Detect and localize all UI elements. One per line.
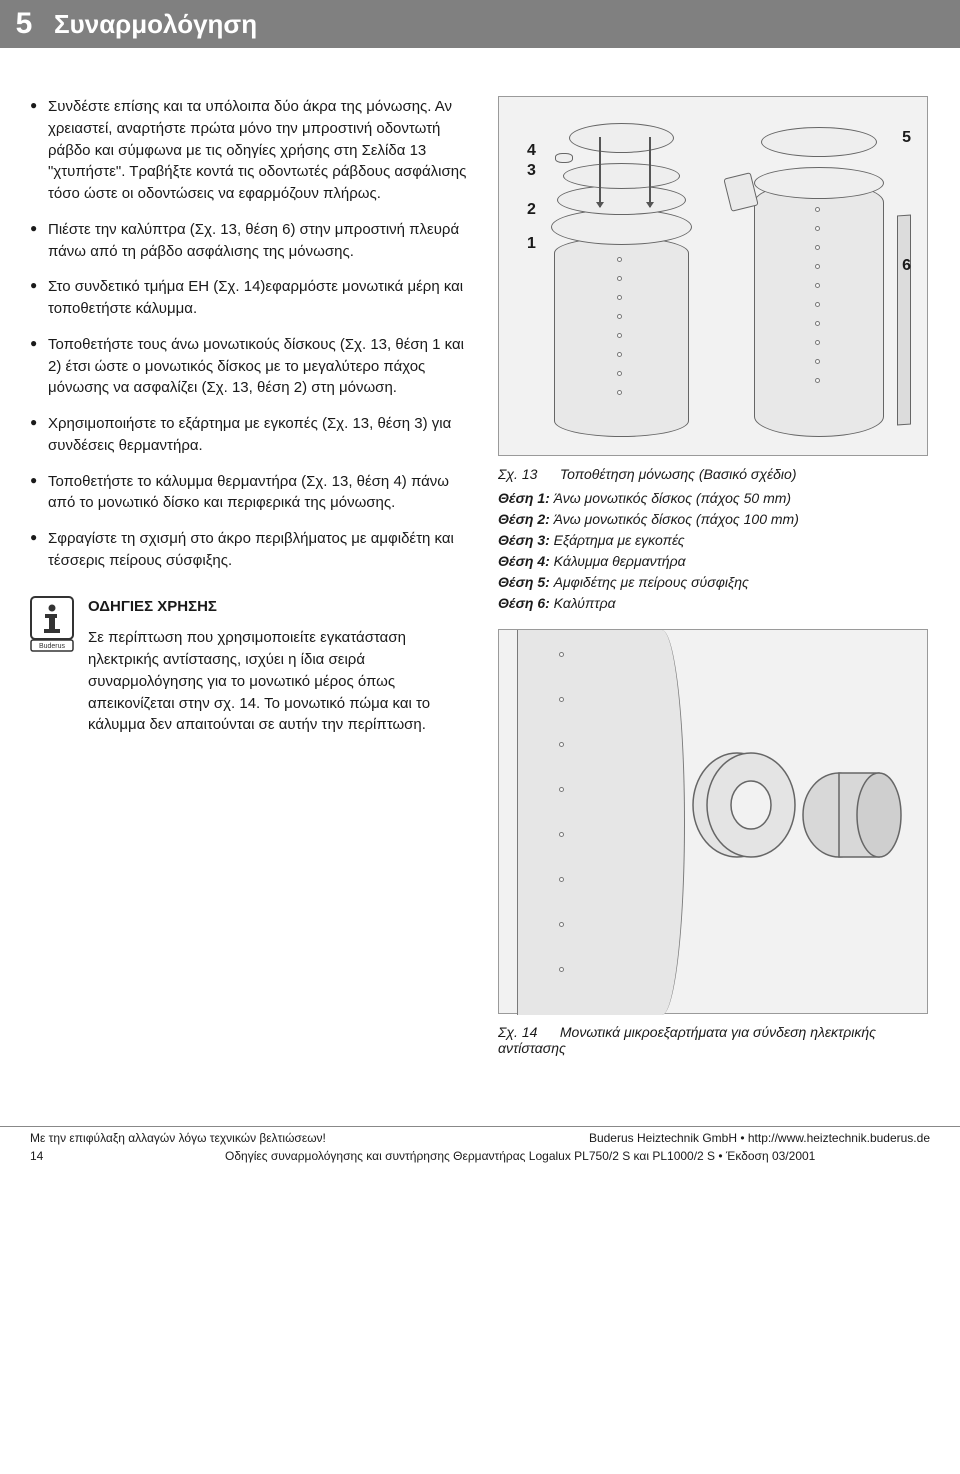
- callout-3: 3: [527, 162, 536, 180]
- page-footer: Με την επιφύλαξη αλλαγών λόγω τεχνικών β…: [0, 1126, 960, 1175]
- instruction-item: Χρησιμοποιήστε το εξάρτημα με εγκοπές (Σ…: [30, 413, 470, 457]
- callout-5: 5: [902, 129, 911, 147]
- legend-text: Καλύπτρα: [554, 595, 616, 611]
- info-icon: Buderus: [30, 596, 74, 737]
- instruction-item: Σφραγίστε τη σχισμή στο άκρο περιβλήματο…: [30, 528, 470, 572]
- legend-label: Θέση 4:: [498, 553, 550, 569]
- figure-13: 4 3 2 1 5 6: [498, 96, 928, 456]
- instruction-list: Συνδέστε επίσης και τα υπόλοιπα δύο άκρα…: [30, 96, 470, 572]
- legend-text: Άνω μονωτικός δίσκος (πάχος 50 mm): [554, 490, 791, 506]
- instruction-item: Συνδέστε επίσης και τα υπόλοιπα δύο άκρα…: [30, 96, 470, 205]
- legend-label: Θέση 6:: [498, 595, 550, 611]
- legend-text: Κάλυμμα θερμαντήρα: [554, 553, 686, 569]
- figure-13-caption: Σχ. 13 Τοποθέτηση μόνωσης (Βασικό σχέδιο…: [498, 466, 928, 482]
- caption-label: Σχ. 14: [498, 1024, 556, 1040]
- right-column: 4 3 2 1 5 6 Σχ. 13 Τοποθέτηση μόνωσης (Β…: [498, 96, 928, 1056]
- footer-doc-title: Οδηγίες συναρμολόγησης και συντήρησης Θε…: [225, 1149, 815, 1163]
- info-text: ΟΔΗΓΙΕΣ ΧΡΗΣΗΣ Σε περίπτωση που χρησιμοπ…: [88, 596, 470, 737]
- legend-label: Θέση 2:: [498, 511, 550, 527]
- legend-label: Θέση 1:: [498, 490, 550, 506]
- figure-13-legend: Θέση 1: Άνω μονωτικός δίσκος (πάχος 50 m…: [498, 490, 928, 611]
- info-box: Buderus ΟΔΗΓΙΕΣ ΧΡΗΣΗΣ Σε περίπτωση που …: [30, 596, 470, 737]
- callout-2: 2: [527, 201, 536, 219]
- footer-page-number: 14: [30, 1149, 225, 1163]
- chapter-title: Συναρμολόγηση: [48, 0, 960, 48]
- legend-label: Θέση 5:: [498, 574, 550, 590]
- info-heading: ΟΔΗΓΙΕΣ ΧΡΗΣΗΣ: [88, 596, 470, 618]
- legend-label: Θέση 3:: [498, 532, 550, 548]
- callout-4: 4: [527, 142, 536, 160]
- legend-text: Άνω μονωτικός δίσκος (πάχος 100 mm): [554, 511, 799, 527]
- instruction-item: Τοποθετήστε τους άνω μονωτικούς δίσκους …: [30, 334, 470, 399]
- callout-1: 1: [527, 235, 536, 253]
- left-column: Συνδέστε επίσης και τα υπόλοιπα δύο άκρα…: [30, 96, 470, 1056]
- brand-label: Buderus: [39, 643, 66, 650]
- chapter-header: 5 Συναρμολόγηση: [0, 0, 960, 48]
- page-content: Συνδέστε επίσης και τα υπόλοιπα δύο άκρα…: [0, 48, 960, 1066]
- callout-6: 6: [902, 257, 911, 275]
- instruction-item: Στο συνδετικό τμήμα EH (Σχ. 14)εφαρμόστε…: [30, 276, 470, 320]
- legend-text: Αμφιδέτης με πείρους σύσφιξης: [554, 574, 749, 590]
- footer-disclaimer: Με την επιφύλαξη αλλαγών λόγω τεχνικών β…: [30, 1131, 326, 1145]
- info-body: Σε περίπτωση που χρησιμοποιείτε εγκατάστ…: [88, 627, 470, 736]
- chapter-number: 5: [0, 0, 48, 48]
- legend-text: Εξάρτημα με εγκοπές: [554, 532, 685, 548]
- figure-14: [498, 629, 928, 1014]
- caption-label: Σχ. 13: [498, 466, 556, 482]
- figure-14-caption: Σχ. 14 Μονωτικά μικροεξαρτήματα για σύνδ…: [498, 1024, 928, 1056]
- instruction-item: Τοποθετήστε το κάλυμμα θερμαντήρα (Σχ. 1…: [30, 471, 470, 515]
- instruction-item: Πιέστε την καλύπτρα (Σχ. 13, θέση 6) στη…: [30, 219, 470, 263]
- footer-company: Buderus Heiztechnik GmbH • http://www.he…: [589, 1131, 930, 1145]
- caption-text: Τοποθέτηση μόνωσης (Βασικό σχέδιο): [560, 466, 797, 482]
